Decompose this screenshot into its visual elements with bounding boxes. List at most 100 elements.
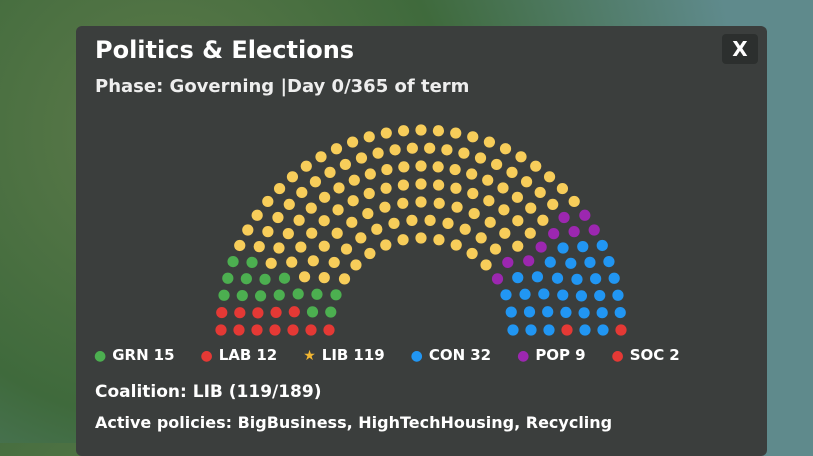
party-seats: 12 [256,346,278,364]
seat [319,191,331,203]
seat [273,289,285,301]
seat [556,182,569,195]
party-name: GRN [112,346,149,364]
seat [380,239,392,251]
seat [450,239,462,251]
seat [466,168,478,180]
seat [597,324,609,336]
seat [332,204,344,216]
party-name: LAB [218,346,252,364]
seat [234,307,246,319]
seat [483,195,495,207]
seat [524,227,536,239]
seat [339,158,351,171]
seat [596,239,608,252]
legend-item: ● LAB 12 [201,346,278,364]
seat [531,271,544,283]
seat [489,243,502,255]
seat [467,187,479,200]
seat [371,223,383,235]
seat [441,144,453,156]
party-name: SOC [629,346,665,364]
seat [292,288,304,300]
seat [309,176,322,188]
seat [246,256,258,268]
close-button[interactable]: X [722,34,758,64]
seat [543,171,556,183]
seat [363,187,375,200]
seat [251,209,263,221]
seat [330,143,343,155]
seat [265,257,277,269]
seat [269,324,281,336]
seat [432,161,444,173]
seat [520,176,533,188]
seat [590,273,602,285]
seat [298,271,311,283]
seat [315,151,327,163]
seat [432,125,445,137]
seat [233,324,245,336]
seat [530,160,542,172]
party-seats: 9 [575,346,586,364]
seat [222,272,234,284]
seat [296,186,308,199]
seat [273,182,286,195]
legend: ● GRN 15 ● LAB 12 ★ LIB 119 ● CON 32 ● POP 9 ● SOC 2 [94,346,680,364]
party-seats: 2 [669,346,680,364]
seat [364,168,376,180]
seat [242,224,254,236]
seat [415,124,427,136]
seat [433,234,445,246]
seat [318,215,330,227]
legend-symbol: ★ [303,348,316,364]
seat [579,209,591,221]
seat [397,125,410,137]
seat [318,240,330,252]
seat [506,166,518,178]
seat [397,179,410,191]
seat [612,289,624,301]
seat [561,324,573,336]
seat [338,273,351,285]
seat [350,259,362,271]
seat [311,288,323,300]
seat [449,163,461,176]
seat [424,142,436,154]
seat [295,241,307,253]
seat [525,202,537,214]
seat [415,160,427,172]
seat [236,289,248,302]
politics-window: Politics & Elections X Phase: Governing … [76,26,767,456]
seat [575,290,588,302]
seat [323,324,335,336]
seat [286,256,298,268]
seat [240,273,252,285]
seat [480,259,492,271]
seat [442,217,454,229]
seat [594,289,606,302]
seat [397,234,409,246]
seat [500,289,512,301]
seat [278,272,291,284]
seat [398,161,410,173]
seat [259,273,271,285]
party-name: LIB [321,346,349,364]
seat [330,289,342,301]
seat [568,195,580,208]
seat [467,131,479,143]
seat [347,195,359,207]
seat [560,306,572,319]
seat [218,289,230,301]
seat [547,198,559,211]
legend-item: ● POP 9 [517,346,585,364]
legend-item: ● SOC 2 [612,346,680,364]
seat [216,306,228,319]
seat [483,136,496,148]
seat [262,195,274,208]
seat [608,272,620,284]
parliament-chart [215,124,627,336]
seat [318,272,330,284]
seat [499,143,512,155]
seat [507,324,519,336]
